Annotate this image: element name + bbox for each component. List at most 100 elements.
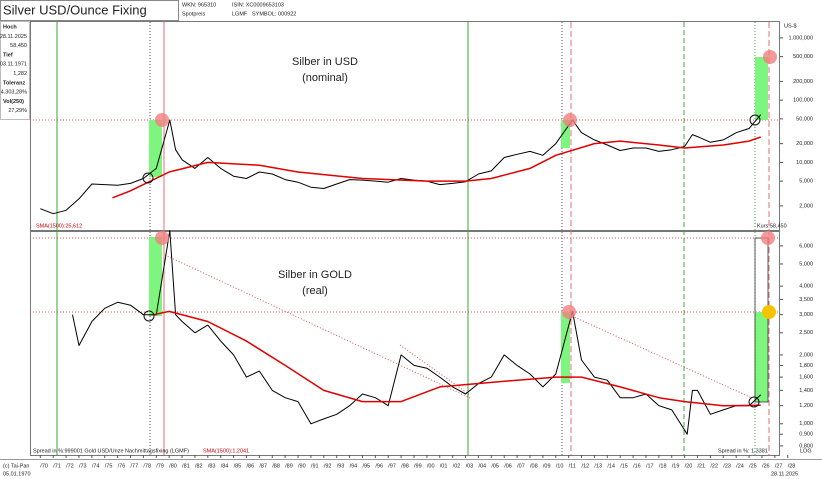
y-tick-label: 2,000 — [799, 352, 813, 358]
green-box — [755, 57, 768, 120]
x-tick-label: /07 — [517, 463, 525, 469]
x-tick-label: /97 — [388, 463, 396, 469]
price-line — [72, 230, 762, 435]
symbol: SYMBOL: 000922 — [252, 11, 296, 17]
y-tick-label: 20,000 — [796, 141, 813, 147]
peak-circle — [763, 50, 777, 64]
x-tick-label: /00 — [427, 463, 435, 469]
isin: ISIN: XC0009653103 — [232, 2, 284, 8]
x-tick-label: /28 — [788, 463, 796, 469]
x-tick-label: /25 — [749, 463, 757, 469]
green-box — [561, 120, 570, 148]
title-box — [0, 0, 179, 21]
y-unit: US-$ — [784, 23, 797, 29]
x-tick-label: /06 — [504, 463, 512, 469]
peak-circle — [562, 305, 576, 319]
x-tick-label: /09 — [543, 463, 551, 469]
x-tick-label: /91 — [311, 463, 319, 469]
sidebar-item: Hoch — [3, 24, 17, 30]
x-tick-label: /85 — [234, 463, 242, 469]
x-tick-label: /81 — [182, 463, 190, 469]
x-tick-label: /96 — [375, 463, 383, 469]
sidebar-item: 28.11.2025 — [0, 34, 27, 40]
panel-subtitle: (real) — [302, 285, 328, 297]
sidebar-item: Tief — [3, 52, 13, 58]
x-tick-label: /15 — [620, 463, 628, 469]
x-tick-label: /05 — [491, 463, 499, 469]
x-tick-label: /95 — [362, 463, 370, 469]
low-circle — [142, 172, 154, 184]
x-tick-label: /27 — [775, 463, 783, 469]
title: Silver USD/Ounce Fixing — [3, 2, 147, 17]
x-tick-label: /01 — [440, 463, 448, 469]
y-tick-label: 5,000 — [799, 179, 813, 185]
x-tick-label: /88 — [272, 463, 280, 469]
x-tick-label: /71 — [53, 463, 61, 469]
price-label: Kurs:58,450 — [757, 223, 787, 229]
x-tick-label: /98 — [401, 463, 409, 469]
green-box — [149, 120, 162, 177]
log-label: LOG — [800, 448, 812, 454]
x-tick-label: /08 — [530, 463, 538, 469]
sidebar-frame — [0, 21, 30, 120]
x-tick-label: /94 — [350, 463, 358, 469]
x-tick-label: /84 — [221, 463, 229, 469]
y-tick-label: 50,000 — [796, 116, 813, 122]
green-box — [561, 312, 570, 383]
x-tick-label: /20 — [685, 463, 693, 469]
x-tick-label: /76 — [118, 463, 126, 469]
green-box — [149, 237, 162, 316]
y-tick-label: 0,800 — [799, 443, 813, 449]
x-tick-label: /22 — [710, 463, 718, 469]
y-tick-label: 3,000 — [799, 312, 813, 318]
x-tick-label: /77 — [131, 463, 139, 469]
peak-circle — [761, 231, 775, 245]
low-circle — [143, 310, 155, 322]
x-tick-label: /74 — [92, 463, 100, 469]
sma-label: SMA(1500):25,612 — [36, 223, 82, 229]
x-tick-label: /75 — [105, 463, 113, 469]
plots: 1.000,000 500,000 200,000 100,000 50,000 20,0… — [39, 35, 813, 469]
sidebar-item: 27,29% — [8, 108, 27, 114]
x-tick-label: /16 — [633, 463, 641, 469]
y-tick-label: 500,000 — [793, 54, 813, 60]
price-line — [40, 114, 762, 215]
x-tick-label: /70 — [40, 463, 48, 469]
low-circle — [749, 114, 761, 126]
y-tick-label: 10,000 — [796, 160, 813, 166]
y-tick-label: 1,200 — [799, 403, 813, 409]
panel-subtitle: (nominal) — [302, 72, 348, 84]
sidebar-item: Toleranz — [3, 80, 25, 86]
x-tick-label: /92 — [324, 463, 332, 469]
x-tick-label: /80 — [169, 463, 177, 469]
x-tick-label: /02 — [453, 463, 461, 469]
x-tick-label: /89 — [285, 463, 293, 469]
circles — [142, 50, 777, 408]
panel-title: Silber in GOLD — [278, 269, 352, 281]
sma-line — [153, 310, 761, 407]
x-tick-label: /26 — [762, 463, 770, 469]
x-tick-label: /72 — [66, 463, 74, 469]
target-circle — [762, 305, 776, 319]
x-tick-label: /19 — [672, 463, 680, 469]
y-tick-label: 1,400 — [799, 388, 813, 394]
y-tick-label: 6,000 — [799, 243, 813, 249]
x-tick-label: /83 — [208, 463, 216, 469]
x-tick-label: /13 — [594, 463, 602, 469]
x-tick-label: /12 — [582, 463, 590, 469]
top-panel-frame — [30, 21, 780, 231]
sidebar-item: 4.303,28% — [1, 90, 27, 96]
x-tick-label: /14 — [607, 463, 615, 469]
copyright: (c) Tai-Pan — [3, 463, 30, 469]
spread-label: Spread in %:999001 Gold USD/Unze Nachmit… — [33, 448, 189, 454]
highlight-boxes — [149, 57, 769, 403]
sidebar-item: 03.11.1971 — [0, 62, 27, 68]
x-tick-label: /10 — [556, 463, 564, 469]
y-tick-label: 2,500 — [799, 330, 813, 336]
sma-label: SMA(1500):1,2041 — [203, 448, 249, 454]
sidebar-item: 1,282 — [13, 71, 27, 77]
y-tick-label: 1,800 — [799, 363, 813, 369]
spread-value: Spread in %: 1,3381 — [718, 448, 768, 454]
y-tick-label: 1.000,000 — [789, 35, 813, 41]
